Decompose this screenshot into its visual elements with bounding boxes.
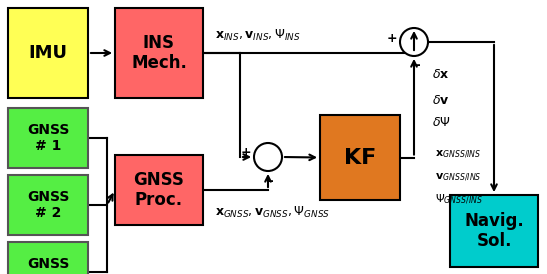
Text: $\delta\mathbf{x}$: $\delta\mathbf{x}$ [432,68,450,81]
FancyBboxPatch shape [8,242,88,274]
Text: INS
Mech.: INS Mech. [131,34,187,72]
Text: $\mathbf{x}_{GNSS/INS}$: $\mathbf{x}_{GNSS/INS}$ [435,149,481,161]
Text: Navig.
Sol.: Navig. Sol. [464,212,524,250]
Text: +: + [240,147,251,159]
FancyBboxPatch shape [115,8,203,98]
Text: $\Psi_{GNSS/INS}$: $\Psi_{GNSS/INS}$ [435,193,483,207]
Circle shape [400,28,428,56]
Text: -: - [414,58,420,72]
FancyBboxPatch shape [8,8,88,98]
Text: $\mathbf{x}_{INS},\mathbf{v}_{INS},\Psi_{INS}$: $\mathbf{x}_{INS},\mathbf{v}_{INS},\Psi_… [215,28,301,43]
FancyBboxPatch shape [450,195,538,267]
Text: KF: KF [344,147,376,167]
Text: $\mathbf{x}_{GNSS},\mathbf{v}_{GNSS},\Psi_{GNSS}$: $\mathbf{x}_{GNSS},\mathbf{v}_{GNSS},\Ps… [215,205,330,220]
Text: -: - [267,174,273,188]
Text: +: + [386,32,397,44]
Text: IMU: IMU [28,44,67,62]
Text: GNSS
# 3: GNSS # 3 [27,257,69,274]
Text: GNSS
# 1: GNSS # 1 [27,123,69,153]
FancyBboxPatch shape [115,155,203,225]
Text: $\mathbf{v}_{GNSS/INS}$: $\mathbf{v}_{GNSS/INS}$ [435,172,481,184]
Text: $\delta\Psi$: $\delta\Psi$ [432,116,451,129]
Text: GNSS
# 2: GNSS # 2 [27,190,69,220]
FancyBboxPatch shape [8,108,88,168]
FancyBboxPatch shape [320,115,400,200]
Text: GNSS
Proc.: GNSS Proc. [133,171,184,209]
Text: $\delta\mathbf{v}$: $\delta\mathbf{v}$ [432,93,450,107]
FancyBboxPatch shape [8,175,88,235]
Circle shape [254,143,282,171]
